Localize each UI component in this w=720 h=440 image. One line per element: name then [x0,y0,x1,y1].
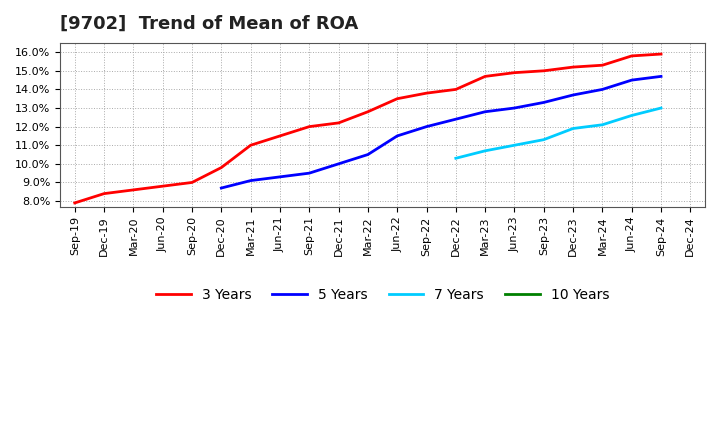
Legend: 3 Years, 5 Years, 7 Years, 10 Years: 3 Years, 5 Years, 7 Years, 10 Years [150,282,615,308]
7 Years [510,143,519,148]
7 Years [481,148,490,154]
5 Years [334,161,343,166]
7 Years [539,137,548,142]
5 Years [246,178,255,183]
3 Years [276,133,284,139]
3 Years [100,191,109,196]
7 Years [598,122,607,128]
3 Years [334,120,343,125]
Line: 3 Years: 3 Years [75,54,661,203]
3 Years [539,68,548,73]
Text: [9702]  Trend of Mean of ROA: [9702] Trend of Mean of ROA [60,15,359,33]
3 Years [188,180,197,185]
3 Years [71,200,79,205]
3 Years [129,187,138,193]
3 Years [569,64,577,70]
5 Years [569,92,577,98]
3 Years [451,87,460,92]
7 Years [627,113,636,118]
Line: 5 Years: 5 Years [221,77,661,188]
5 Years [364,152,372,157]
5 Years [276,174,284,180]
5 Years [510,106,519,111]
5 Years [217,185,225,191]
7 Years [451,156,460,161]
5 Years [422,124,431,129]
3 Years [393,96,402,101]
3 Years [481,74,490,79]
3 Years [598,62,607,68]
7 Years [657,106,665,111]
5 Years [627,77,636,83]
7 Years [569,126,577,131]
5 Years [539,100,548,105]
3 Years [657,51,665,57]
Line: 7 Years: 7 Years [456,108,661,158]
5 Years [598,87,607,92]
3 Years [246,143,255,148]
3 Years [158,183,167,189]
3 Years [510,70,519,75]
3 Years [217,165,225,170]
5 Years [657,74,665,79]
3 Years [627,53,636,59]
5 Years [451,117,460,122]
3 Years [422,91,431,96]
3 Years [305,124,314,129]
5 Years [481,109,490,114]
3 Years [364,109,372,114]
5 Years [305,171,314,176]
5 Years [393,133,402,139]
